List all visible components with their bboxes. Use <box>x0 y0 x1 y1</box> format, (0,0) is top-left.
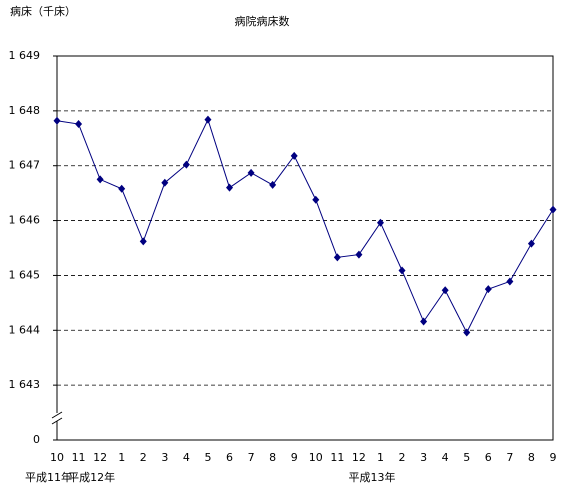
x-tick-label: 8 <box>269 451 276 464</box>
point <box>441 286 449 295</box>
x-tick-label: 1 <box>377 451 384 464</box>
point <box>290 151 298 160</box>
point <box>420 317 428 326</box>
point <box>139 237 147 246</box>
x-tick-label: 12 <box>93 451 107 464</box>
point <box>161 178 169 187</box>
x-tick-label: 6 <box>485 451 492 464</box>
point <box>398 266 406 275</box>
point <box>96 175 104 184</box>
point <box>333 253 341 262</box>
y-tick-label: 0 <box>33 433 40 446</box>
x-tick-label: 10 <box>309 451 323 464</box>
x-tick-label: 12 <box>352 451 366 464</box>
point <box>312 195 320 204</box>
y-tick-label: 1 649 <box>9 49 41 62</box>
x-tick-label: 4 <box>183 451 190 464</box>
x-tick-label: 9 <box>291 451 298 464</box>
axis-break <box>50 411 64 425</box>
x-tick-label: 3 <box>420 451 427 464</box>
y-tick-label: 1 646 <box>9 214 41 227</box>
plot-frame <box>56 55 554 441</box>
line <box>56 118 554 334</box>
x-tick-label: 7 <box>506 451 513 464</box>
point <box>226 183 234 192</box>
point <box>247 168 255 177</box>
y-tick-label: 1 647 <box>9 159 41 172</box>
point <box>118 184 126 193</box>
x-group-label: 平成13年 <box>348 470 395 484</box>
point <box>53 116 61 125</box>
y-tick-label: 1 644 <box>9 323 41 336</box>
x-tick-label: 8 <box>528 451 535 464</box>
x-group-label: 平成12年 <box>68 470 115 484</box>
point <box>506 277 514 286</box>
point <box>355 250 363 259</box>
x-tick-label: 2 <box>399 451 406 464</box>
point <box>75 120 83 129</box>
point <box>182 160 190 169</box>
x-tick-label: 11 <box>72 451 86 464</box>
y-tick-label: 1 643 <box>9 378 41 391</box>
x-tick-label: 3 <box>161 451 168 464</box>
x-tick-label: 6 <box>226 451 233 464</box>
x-tick-label: 11 <box>330 451 344 464</box>
x-tick-label: 7 <box>248 451 255 464</box>
x-group-label: 平成11年 <box>25 470 72 484</box>
point <box>204 115 212 124</box>
point <box>549 205 557 214</box>
x-tick-label: 5 <box>204 451 211 464</box>
x-tick-label: 10 <box>50 451 64 464</box>
x-tick-label: 9 <box>550 451 557 464</box>
point <box>376 218 384 227</box>
y-tick-label: 1 648 <box>9 104 41 117</box>
point <box>269 180 277 189</box>
x-tick-label: 4 <box>442 451 449 464</box>
x-tick-label: 2 <box>140 451 147 464</box>
point <box>463 328 471 337</box>
y-axis-label: 病床（千床） <box>10 4 76 18</box>
point <box>527 239 535 248</box>
y-tick-label: 1 645 <box>9 268 41 281</box>
x-tick-label: 5 <box>463 451 470 464</box>
x-tick-label: 1 <box>118 451 125 464</box>
point <box>484 285 492 294</box>
chart-title: 病院病床数 <box>235 14 290 28</box>
